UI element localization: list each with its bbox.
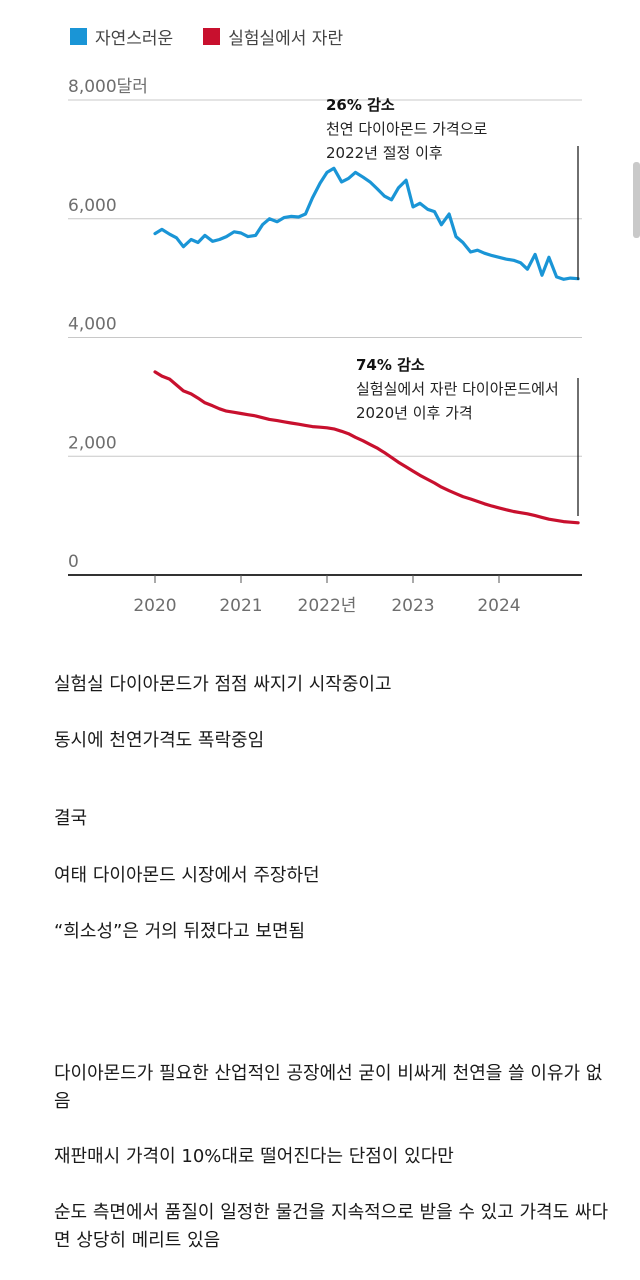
legend-label-natural: 자연스러운	[95, 29, 174, 49]
paragraph-1: 실험실 다이아몬드가 점점 싸지기 시작중이고	[54, 674, 392, 695]
chart-legend: 자연스러운 실험실에서 자란	[70, 24, 343, 49]
series-layer	[153, 166, 580, 525]
y-tick-label: 6,000	[68, 196, 117, 216]
scrollbar-thumb[interactable]	[633, 162, 640, 238]
y-tick-label: 2,000	[68, 433, 117, 453]
series-line-natural	[153, 166, 580, 281]
legend-item-lab: 실험실에서 자란	[203, 24, 343, 49]
x-tick-label: 2022년	[298, 596, 357, 616]
paragraph-2: 동시에 천연가격도 폭락중임	[54, 730, 265, 751]
x-tick-label: 2021	[219, 596, 262, 616]
x-tick-label: 2024	[477, 596, 520, 616]
annotation-text: 2022년 절정 이후	[326, 144, 443, 162]
price-line-chart: 8,000달러 6,000 4,000 2,000 0 2020 2021 2022년 2023…	[68, 77, 582, 616]
x-tick-label: 2023	[391, 596, 434, 616]
annotation-headline: 26% 감소	[326, 96, 395, 114]
paragraph-6: 다이아몬드가 필요한 산업적인 공장에선 굳이 비싸게 천연을 쓸 이유가 없음	[54, 1063, 603, 1112]
annotation-headline: 74% 감소	[356, 356, 425, 374]
y-tick-label: 8,000달러	[68, 77, 148, 97]
legend-label-lab: 실험실에서 자란	[228, 29, 344, 49]
paragraph-5: “희소성”은 거의 뒤졌다고 보면됨	[54, 921, 306, 942]
paragraph-4: 여태 다이아몬드 시장에서 주장하던	[54, 865, 320, 886]
legend-swatch-natural	[70, 28, 87, 45]
paragraph-3: 결국	[54, 808, 88, 829]
grid-layer	[68, 99, 582, 576]
legend-swatch-lab	[203, 28, 221, 45]
series-line-lab	[153, 370, 580, 525]
paragraph-7: 재판매시 가격이 10%대로 떨어진다는 단점이 있다만	[54, 1146, 454, 1167]
annotation-text: 2020년 이후 가격	[356, 404, 473, 422]
paragraph-8: 순도 측면에서 품질이 일정한 물건을 지속적으로 받을 수 있고 가격도 싸다…	[54, 1202, 609, 1251]
y-tick-label: 0	[68, 552, 79, 572]
legend-item-natural: 자연스러운	[70, 24, 173, 49]
tick-layer: 8,000달러 6,000 4,000 2,000 0 2020 2021 2022년 2023…	[68, 77, 521, 616]
y-tick-label: 4,000	[68, 315, 117, 335]
annotation-text: 실험실에서 자란 다이아몬드에서	[356, 380, 559, 398]
x-tick-label: 2020	[133, 596, 176, 616]
annotation-text: 천연 다이아몬드 가격으로	[326, 120, 488, 138]
